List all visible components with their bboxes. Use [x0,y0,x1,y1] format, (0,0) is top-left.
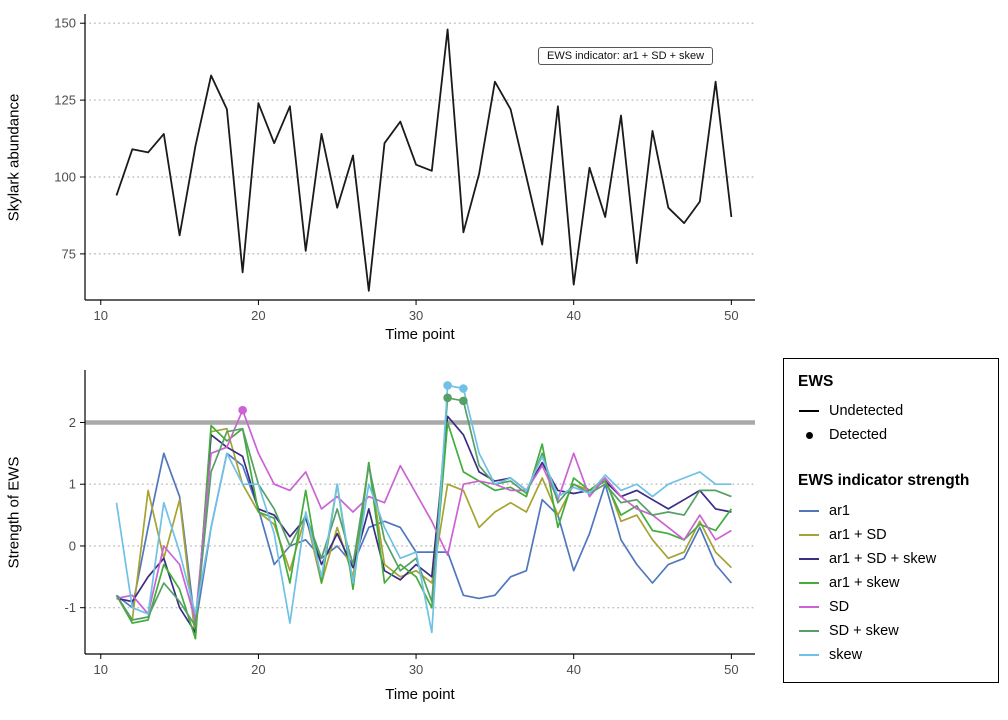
legend-item-label: ar1 + skew [829,574,900,591]
x-tick-label: 50 [724,662,738,677]
series-line-icon [798,653,820,656]
legend-item-ar1-skew: ar1 + skew [798,571,984,595]
undetected-line-icon [798,410,820,413]
legend-item-ar1-sd-skew: ar1 + SD + skew [798,547,984,571]
y-tick-label: 2 [69,415,76,430]
x-tick-label: 40 [566,308,580,323]
x-tick-label: 10 [94,308,108,323]
y-tick-label: 1 [69,477,76,492]
legend-item-label: SD + skew [829,622,899,639]
ews-strength-plot-svg: 10 20 30 40 50 -1 0 1 2 [64,370,756,677]
y-tick-label: 75 [62,246,76,261]
ews-x-axis-title: Time point [385,686,455,703]
detected-point [443,381,452,390]
x-tick-label: 30 [409,308,423,323]
legend-ews-title: EWS [798,373,834,390]
abundance-y-axis-title: Skylark abundance [2,14,26,300]
legend-item-label: SD [829,598,850,615]
x-tick-label: 10 [94,662,108,677]
ews-strength-chart: 10 20 30 40 50 -1 0 1 2 Strength of EWS Time poi… [0,352,770,720]
series-line-ar1-sd-skew [116,415,732,634]
y-tick-label: 125 [54,93,76,108]
abundance-plot-svg: 10 20 30 40 50 75 100 125 150 [54,14,756,323]
legend-item-detected: Detected [798,423,984,447]
legend-item-ar1-sd: ar1 + SD [798,523,984,547]
y-tick-label: -1 [64,600,76,615]
series-line-icon [798,581,820,584]
detected-point [459,396,468,406]
legend-item-sd: SD [798,595,984,619]
detected-point [459,384,468,393]
detected-point [238,405,247,415]
series-line-ar1-sd [115,427,732,640]
y-tick-label: 0 [69,538,76,553]
legend-item-sd-skew: SD + skew [798,619,984,643]
ews-indicator-annotation: EWS indicator: ar1 + SD + skew [538,47,714,65]
legend-item-label: ar1 + SD + skew [829,550,937,567]
legend-item-undetected: Undetected [798,399,984,423]
y-tick-label: 100 [54,169,76,184]
abundance-y-axis-title-text: Skylark abundance [5,93,23,221]
series-line-icon [798,557,820,560]
series-line-icon [798,509,820,512]
ews-y-axis-title-text: Strength of EWS [5,456,23,568]
x-tick-label: 50 [724,308,738,323]
series-line-icon [798,605,820,608]
series-line-icon [798,533,820,536]
legend-item-label: Undetected [829,403,904,420]
abundance-chart: 10 20 30 40 50 75 100 125 150 Skylark abundance … [0,0,770,352]
legend-item-label: skew [829,646,863,663]
series-line-ar1-skew [115,421,733,640]
series-line-sd-skew [115,396,732,628]
series-line-icon [798,629,820,632]
series-line-skylark-abundance [115,28,733,292]
legend-indicator-title: EWS indicator strength [798,472,970,490]
x-tick-label: 40 [566,662,580,677]
x-tick-label: 20 [251,662,265,677]
abundance-x-axis-title: Time point [385,326,455,343]
legend-item-label: ar1 [829,502,850,519]
x-tick-label: 30 [409,662,423,677]
legend-panel: EWS Undetected Detected EWS indicator st… [783,358,999,683]
y-tick-label: 150 [54,16,76,31]
detected-point-icon [798,431,820,439]
legend-item-label: ar1 + SD [829,526,887,543]
legend-item-label: Detected [829,427,888,444]
series-line-skew [115,384,732,634]
legend-item-ar1: ar1 [798,499,984,523]
legend-item-skew: skew [798,643,984,667]
x-tick-label: 20 [251,308,265,323]
ews-y-axis-title: Strength of EWS [2,370,26,654]
detected-point [443,393,452,403]
